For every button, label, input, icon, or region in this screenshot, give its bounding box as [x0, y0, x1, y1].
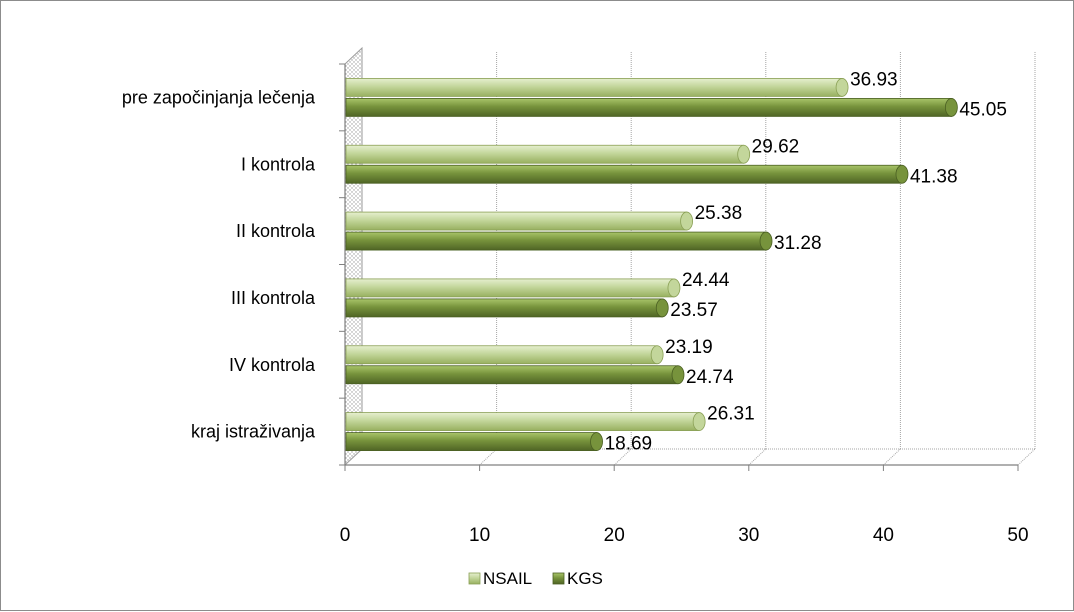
data-label: 45.05 [959, 99, 1007, 120]
category-label: IV kontrola [229, 355, 316, 375]
bar-cap [944, 98, 958, 117]
floor-gridline [1017, 448, 1036, 466]
bar-body [345, 412, 700, 431]
legend-label: KGS [567, 569, 603, 588]
legend-label: NSAIL [483, 569, 532, 588]
bar-cap [737, 144, 751, 164]
category-label: II kontrola [236, 221, 316, 241]
bar-body [345, 231, 767, 251]
bar-cap [692, 412, 706, 431]
bar-cap [667, 278, 681, 298]
bar-kgs [345, 231, 773, 251]
x-tick-label: 30 [738, 525, 759, 546]
bar-body [345, 98, 952, 117]
data-label: 31.28 [774, 233, 822, 254]
x-tick-label: 40 [873, 525, 894, 546]
data-label: 41.38 [910, 166, 958, 187]
x-tick-label: 10 [469, 525, 490, 546]
category-label: III kontrola [231, 288, 316, 308]
bar-body [345, 345, 658, 365]
data-label: 29.62 [752, 136, 800, 157]
bar-cap [655, 298, 669, 318]
bar-cap [590, 432, 603, 451]
bar-nsail [345, 345, 664, 365]
bar-cap [650, 345, 664, 365]
bar-cap [680, 211, 694, 231]
data-label: 23.19 [665, 337, 713, 358]
category-label: kraj istraživanja [191, 422, 316, 442]
bar-cap [759, 231, 773, 251]
data-label: 25.38 [695, 203, 743, 224]
bar-body [345, 432, 597, 451]
data-label: 24.74 [686, 367, 734, 388]
bar-body [345, 278, 675, 298]
bar-body [345, 164, 903, 184]
bar-body [345, 365, 679, 385]
bar-kgs [345, 298, 669, 318]
bar-nsail [345, 412, 706, 431]
bar-kgs [345, 164, 909, 184]
bar-cap [895, 164, 909, 184]
bar-body [345, 144, 745, 164]
legend-item-nsail: NSAIL [468, 569, 532, 588]
x-tick-label: 50 [1007, 525, 1028, 546]
x-tick-label: 0 [340, 525, 351, 546]
data-label: 36.93 [850, 69, 898, 90]
bar-kgs [345, 98, 958, 117]
floor-gridline [748, 448, 767, 466]
bar-nsail [345, 144, 751, 164]
data-label: 26.31 [707, 404, 755, 425]
legend-item-kgs: KGS [552, 569, 603, 588]
category-label: I kontrola [241, 154, 316, 174]
floor-gridline [883, 448, 901, 466]
data-label: 24.44 [682, 270, 730, 291]
bar-cap [671, 365, 685, 385]
bar-nsail [345, 78, 849, 97]
x-tick-label: 20 [604, 525, 625, 546]
data-label: 18.69 [605, 434, 653, 455]
bar-nsail [345, 211, 694, 231]
bar-nsail [345, 278, 681, 298]
legend-swatch [552, 572, 565, 585]
floor-gridline [479, 448, 497, 466]
bar-kgs [345, 365, 685, 385]
bar-body [345, 298, 663, 318]
bar-kgs [345, 432, 603, 451]
category-label: pre započinjanja lečenja [122, 87, 316, 107]
bar-body [345, 211, 688, 231]
legend-swatch [468, 572, 481, 585]
data-label: 23.57 [670, 300, 718, 321]
bar-cap [835, 78, 849, 97]
bar-body [345, 78, 843, 97]
